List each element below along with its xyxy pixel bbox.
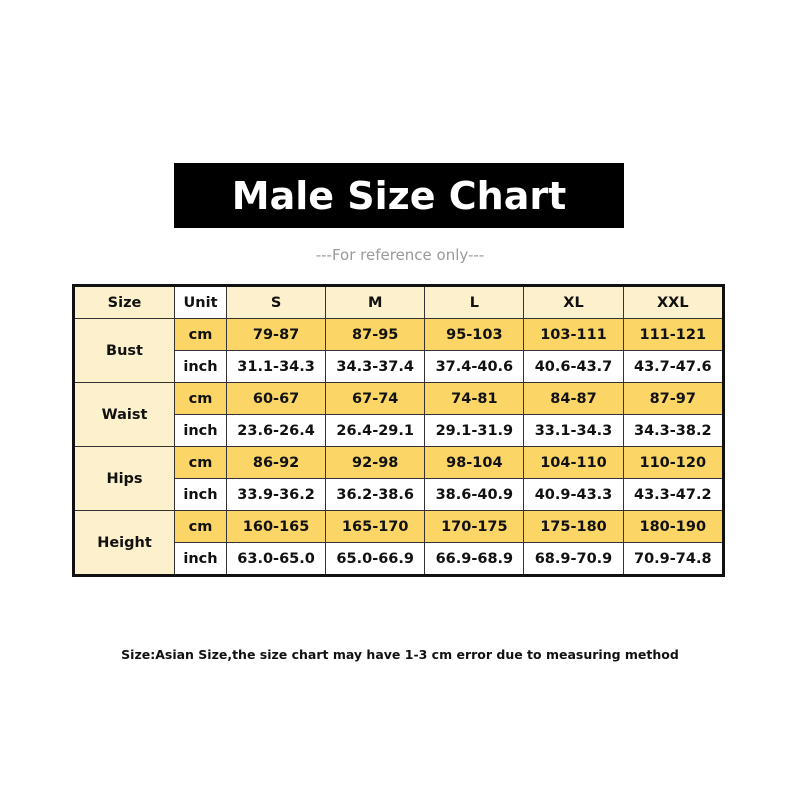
measure-waist: Waist [73, 382, 175, 447]
table-cell: 33.1-34.3 [523, 414, 624, 447]
table-cell: 40.9-43.3 [523, 478, 624, 511]
table-cell: 63.0-65.0 [225, 542, 327, 576]
table-cell: 95-103 [424, 318, 525, 351]
header-xxl: XXL [622, 285, 725, 319]
size-chart-table: Size Unit S M L XL XXL Bust cm 79-87 87-… [72, 284, 725, 577]
table-cell: 31.1-34.3 [225, 350, 327, 383]
table-header-row: Size Unit S M L XL XXL [73, 285, 725, 319]
table-cell: 84-87 [523, 382, 624, 415]
unit-cm: cm [174, 382, 227, 415]
table-cell: 110-120 [622, 446, 725, 479]
table-row: Hips cm 86-92 92-98 98-104 104-110 110-1… [73, 446, 725, 511]
table-row: inch 31.1-34.3 34.3-37.4 37.4-40.6 40.6-… [74, 350, 725, 383]
table-cell: 66.9-68.9 [424, 542, 525, 576]
unit-cm: cm [174, 510, 227, 543]
measure-hips: Hips [73, 446, 175, 511]
table-cell: 86-92 [225, 446, 327, 479]
table-cell: 68.9-70.9 [523, 542, 624, 576]
table-cell: 33.9-36.2 [225, 478, 327, 511]
table-cell: 87-95 [325, 318, 426, 351]
unit-inch: inch [174, 350, 227, 383]
table-cell: 70.9-74.8 [622, 542, 725, 576]
footnote: Size:Asian Size,the size chart may have … [121, 647, 679, 662]
table-cell: 92-98 [325, 446, 426, 479]
unit-cm: cm [174, 318, 227, 351]
unit-inch: inch [174, 478, 227, 511]
table-cell: 104-110 [523, 446, 624, 479]
table-cell: 111-121 [622, 318, 725, 351]
table-cell: 37.4-40.6 [424, 350, 525, 383]
table-cell: 79-87 [225, 318, 327, 351]
table-row: inch 63.0-65.0 65.0-66.9 66.9-68.9 68.9-… [74, 542, 725, 576]
table-cell: 87-97 [622, 382, 725, 415]
header-xl: XL [523, 285, 624, 319]
table-row: Waist cm 60-67 67-74 74-81 84-87 87-97 [73, 382, 725, 447]
table-cell: 43.3-47.2 [622, 478, 725, 511]
unit-inch: inch [174, 542, 227, 576]
table-cell: 74-81 [424, 382, 525, 415]
table-cell: 43.7-47.6 [622, 350, 725, 383]
table-cell: 36.2-38.6 [325, 478, 426, 511]
measure-bust: Bust [73, 318, 175, 383]
table-cell: 60-67 [225, 382, 327, 415]
header-l: L [424, 285, 525, 319]
table-cell: 165-170 [325, 510, 426, 543]
table-cell: 38.6-40.9 [424, 478, 525, 511]
table-cell: 29.1-31.9 [424, 414, 525, 447]
unit-inch: inch [174, 414, 227, 447]
unit-cm: cm [174, 446, 227, 479]
table-row: Bust cm 79-87 87-95 95-103 103-111 111-1… [73, 318, 725, 383]
table-cell: 40.6-43.7 [523, 350, 624, 383]
table-cell: 34.3-38.2 [622, 414, 725, 447]
header-unit: Unit [174, 285, 227, 319]
table-row: inch 23.6-26.4 26.4-29.1 29.1-31.9 33.1-… [74, 414, 725, 447]
table-row: inch 33.9-36.2 36.2-38.6 38.6-40.9 40.9-… [74, 478, 725, 511]
table-row: Height cm 160-165 165-170 170-175 175-18… [73, 510, 725, 576]
subtitle: ---For reference only--- [315, 246, 485, 264]
table-cell: 65.0-66.9 [325, 542, 426, 576]
table-cell: 175-180 [523, 510, 624, 543]
table-cell: 103-111 [523, 318, 624, 351]
table-cell: 98-104 [424, 446, 525, 479]
table-cell: 170-175 [424, 510, 525, 543]
table-cell: 23.6-26.4 [225, 414, 327, 447]
page-title: Male Size Chart [174, 163, 624, 228]
header-size: Size [73, 285, 175, 319]
table-cell: 67-74 [325, 382, 426, 415]
measure-height: Height [73, 510, 175, 576]
header-m: M [325, 285, 426, 319]
header-s: S [225, 285, 327, 319]
table-cell: 160-165 [225, 510, 327, 543]
table-cell: 34.3-37.4 [325, 350, 426, 383]
table-cell: 26.4-29.1 [325, 414, 426, 447]
table-cell: 180-190 [622, 510, 725, 543]
